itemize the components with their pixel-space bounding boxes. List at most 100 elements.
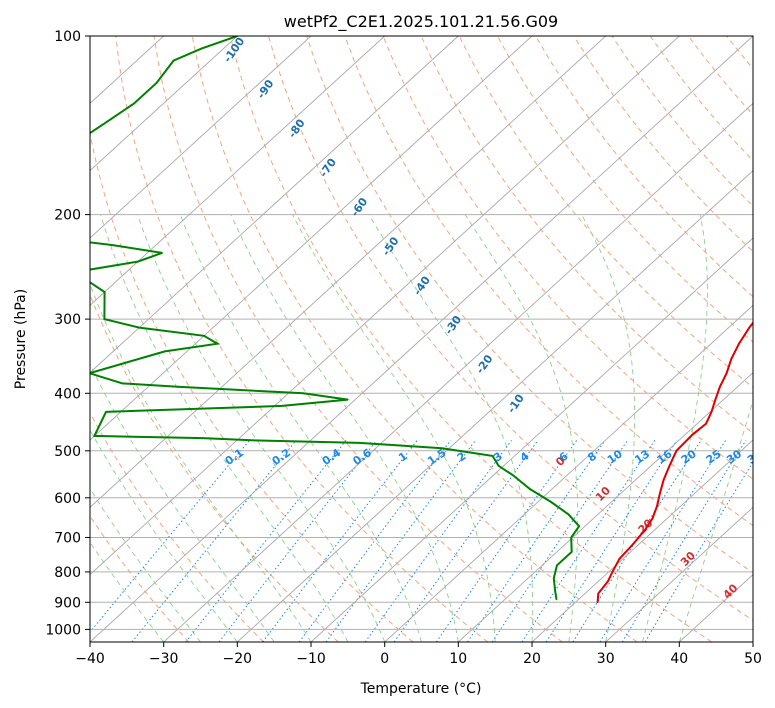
dry-adiabat-line bbox=[496, 36, 753, 343]
y-tick-label: 1000 bbox=[45, 622, 81, 638]
temperature-point bbox=[668, 465, 671, 467]
dry-adiabat-line bbox=[115, 36, 488, 642]
moist-adiabat-line bbox=[90, 362, 275, 642]
moist-adiabat-line bbox=[90, 429, 238, 642]
x-tick-label: 30 bbox=[597, 651, 615, 667]
mixing-ratio-line bbox=[491, 440, 629, 642]
mixing-ratio-line bbox=[572, 440, 702, 642]
dewpoint-point bbox=[554, 589, 556, 592]
dewpoint-point bbox=[138, 326, 141, 329]
temperature-point bbox=[597, 592, 600, 595]
isotherm-line bbox=[90, 36, 607, 508]
isotherm-line bbox=[90, 36, 753, 642]
mixing-ratio-label: 36 bbox=[745, 447, 765, 467]
plot-frame bbox=[89, 35, 754, 643]
dewpoint-point bbox=[201, 437, 204, 439]
x-tick-label: 40 bbox=[670, 651, 688, 667]
dewpoint-point bbox=[556, 564, 558, 567]
isotherm-line bbox=[90, 36, 238, 172]
dry-adiabat-line bbox=[90, 411, 264, 642]
dewpoint-point bbox=[137, 260, 139, 263]
temperature-point bbox=[738, 342, 740, 345]
x-tick-label: −40 bbox=[75, 651, 105, 667]
dewpoint-point bbox=[251, 439, 253, 442]
mixing-ratio-line bbox=[325, 439, 476, 642]
dewpoint-point bbox=[133, 102, 135, 105]
isotherm-line bbox=[90, 36, 386, 306]
isotherm-line bbox=[163, 102, 753, 642]
dewpoint-point bbox=[164, 350, 166, 353]
y-tick-label: 500 bbox=[54, 444, 81, 460]
dewpoint-point bbox=[570, 551, 573, 553]
temperature-point bbox=[725, 372, 728, 375]
temperature-point bbox=[719, 386, 721, 388]
dry-adiabat-line bbox=[229, 36, 712, 642]
dry-adiabat-line bbox=[306, 36, 753, 574]
temperature-point bbox=[714, 398, 717, 401]
temperature-point bbox=[662, 479, 665, 481]
dewpoint-point bbox=[529, 488, 531, 490]
dewpoint-point bbox=[497, 465, 500, 467]
isotherm-line bbox=[384, 304, 753, 642]
dry-adiabat-line bbox=[458, 36, 753, 389]
y-tick-label: 200 bbox=[54, 208, 81, 224]
y-tick-label: 400 bbox=[54, 386, 81, 402]
dewpoint-point bbox=[172, 59, 175, 62]
dewpoint-point bbox=[567, 513, 570, 516]
temperature-point bbox=[675, 450, 678, 452]
dewpoint-point bbox=[104, 121, 107, 124]
dewpoint-point bbox=[281, 405, 283, 407]
mixing-ratio-line bbox=[621, 440, 747, 642]
y-tick-label: 900 bbox=[54, 595, 81, 611]
mixing-ratio-line bbox=[545, 440, 678, 642]
dewpoint-point bbox=[512, 474, 514, 477]
temperature-point bbox=[611, 571, 614, 573]
y-tick-label: 100 bbox=[54, 29, 81, 45]
moist-adiabat-line bbox=[137, 214, 386, 642]
moist-adiabat-line bbox=[230, 214, 459, 642]
dewpoint-point bbox=[121, 382, 124, 385]
mixing-ratio-line bbox=[218, 439, 378, 642]
dewpoint-point bbox=[555, 598, 558, 601]
y-tick-label: 600 bbox=[54, 491, 81, 507]
dewpoint-point bbox=[347, 398, 349, 401]
dewpoint-point bbox=[93, 435, 96, 437]
x-tick-label: 0 bbox=[380, 651, 389, 667]
dewpoint-point bbox=[216, 342, 219, 345]
mixing-ratio-line bbox=[131, 439, 297, 642]
isotherm-line bbox=[457, 372, 753, 642]
dewpoint-point bbox=[176, 386, 179, 388]
dewpoint-point bbox=[358, 442, 361, 444]
dry-adiabat-line bbox=[153, 36, 563, 642]
isotherm-line bbox=[605, 506, 753, 642]
moist-adiabat-line bbox=[678, 398, 753, 642]
dewpoint-point bbox=[203, 335, 205, 337]
mixing-ratio-line bbox=[644, 461, 753, 642]
dry-adiabat-line bbox=[344, 36, 753, 527]
dewpoint-point bbox=[302, 392, 305, 395]
isotherm-line bbox=[90, 36, 459, 374]
temperature-point bbox=[596, 601, 599, 604]
temperature-point bbox=[691, 434, 694, 436]
dewpoint-point bbox=[155, 82, 158, 84]
y-tick-label: 800 bbox=[54, 565, 81, 581]
dewpoint-point bbox=[550, 501, 552, 503]
axis-ticks: −40 −30 −20 −10 0 10 20 30 40 50 100 200 300 400 500 60… bbox=[45, 29, 762, 667]
chart-title: wetPf2_C2E1.2025.101.21.56.G09 bbox=[284, 12, 558, 32]
moist-adiabat-line bbox=[292, 214, 496, 642]
dewpoint-point bbox=[105, 411, 107, 413]
temperature-point bbox=[607, 580, 609, 583]
dewpoint-point bbox=[491, 455, 494, 457]
isotherm-line bbox=[531, 439, 753, 642]
mixing-ratio-line bbox=[364, 440, 512, 642]
mixing-ratio-line bbox=[467, 440, 606, 642]
isotherm-line bbox=[90, 36, 533, 441]
temperature-point bbox=[656, 505, 658, 508]
temperature-point bbox=[659, 492, 661, 495]
dewpoint-point bbox=[578, 525, 580, 527]
isotherm-line bbox=[90, 36, 312, 239]
isotherm-line bbox=[236, 170, 753, 642]
mixing-ratio-line bbox=[435, 440, 578, 642]
temperature-point bbox=[644, 529, 646, 531]
